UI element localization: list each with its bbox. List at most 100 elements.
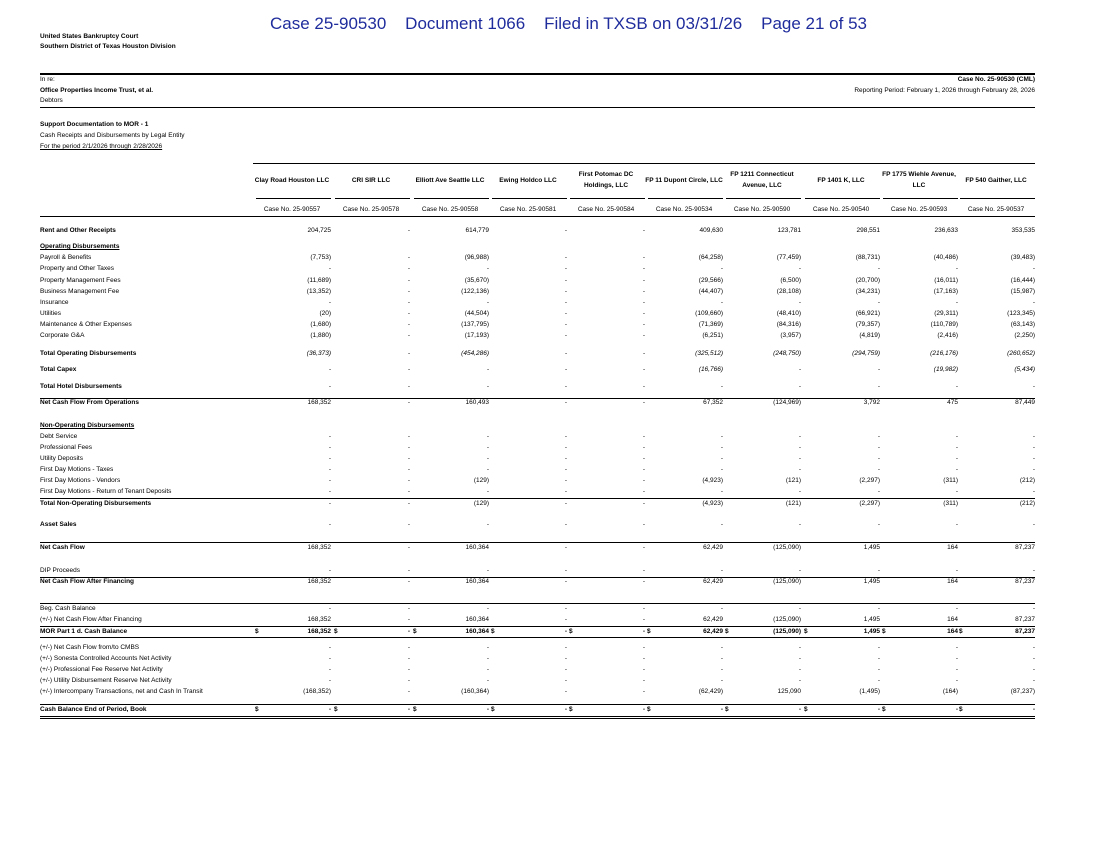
cell-value: - <box>1032 521 1035 528</box>
cell-value: - <box>798 655 801 662</box>
cell-value: (216,176) <box>930 350 958 357</box>
cell-value: - <box>407 706 410 713</box>
cell-value: 3,792 <box>863 399 880 406</box>
cell-value: - <box>1032 666 1035 673</box>
cell-value: - <box>955 444 958 451</box>
cell-value: (311) <box>943 500 958 507</box>
cell-value: (164) <box>942 688 958 695</box>
row-label: Maintenance & Other Expenses <box>40 321 132 328</box>
cell-value: - <box>642 488 645 495</box>
cell-value: (29,311) <box>934 310 958 317</box>
cell-value: - <box>642 477 645 484</box>
cell-value: (71,369) <box>698 321 723 328</box>
cell-value: (5,434) <box>1014 366 1035 373</box>
row-label: Total Non-Operating Disbursements <box>40 500 152 507</box>
row-label: Asset Sales <box>40 521 77 528</box>
cell-value: - <box>798 455 801 462</box>
cell-value: (63,143) <box>1010 321 1035 328</box>
cell-value: (4,923) <box>702 477 723 484</box>
cell-value: - <box>486 383 489 390</box>
column-header: Clay Road Houston LLC <box>254 176 330 184</box>
case-number: Case No. 25-90534 <box>655 206 713 213</box>
cell-value: - <box>407 332 410 339</box>
column-header: FP 540 Gaither, LLC <box>965 176 1027 184</box>
cell-value: - <box>564 383 567 390</box>
cell-value: - <box>564 578 567 585</box>
cell-value: - <box>798 265 801 272</box>
cell-value: - <box>564 677 567 684</box>
cell-value: - <box>720 444 723 451</box>
cell-value: - <box>798 366 801 373</box>
cell-value: - <box>1032 466 1035 473</box>
cell-value: - <box>642 332 645 339</box>
cell-value: - <box>486 567 489 574</box>
rule <box>883 198 958 199</box>
cell-value: (294,759) <box>852 350 880 357</box>
cell-value: (109,660) <box>695 310 723 317</box>
cell-value: - <box>564 655 567 662</box>
rule <box>40 107 1035 108</box>
cell-value: (84,316) <box>776 321 801 328</box>
cell-value: - <box>407 399 410 406</box>
cell-value: - <box>798 383 801 390</box>
row-label: (+/-) Net Cash Flow After Financing <box>40 616 142 623</box>
cell-value: - <box>564 500 567 507</box>
row-label: First Day Motions - Return of Tenant Dep… <box>40 488 172 495</box>
column-header: First Potomac DC Holdings, LLC <box>578 171 634 189</box>
row-label: (+/-) Utility Disbursement Reserve Net A… <box>40 677 172 684</box>
cell-value: - <box>1032 706 1035 713</box>
case-number: Case No. 25-90537 <box>967 206 1025 213</box>
cell-value: 298,551 <box>856 227 881 234</box>
cell-value: - <box>407 288 410 295</box>
currency-sign: $ <box>334 706 338 713</box>
currency-sign: $ <box>882 628 886 635</box>
cell-value: (44,504) <box>464 310 489 317</box>
cell-value: (4,923) <box>702 500 723 507</box>
rule <box>805 198 880 199</box>
currency-sign: $ <box>959 628 963 635</box>
currency-sign: $ <box>491 628 495 635</box>
case-number: Case No. 25-90590 <box>733 206 791 213</box>
cell-value: - <box>720 488 723 495</box>
rule <box>40 718 1035 719</box>
cell-value: - <box>955 666 958 673</box>
case-number: Case No. 25-90558 <box>421 206 479 213</box>
cell-value: - <box>328 706 331 713</box>
cell-value: - <box>1032 655 1035 662</box>
row-label: Utilities <box>40 310 61 317</box>
cell-value: - <box>407 299 410 306</box>
column-header: FP 1401 K, LLC <box>817 176 865 184</box>
currency-sign: $ <box>491 706 495 713</box>
cell-value: - <box>486 444 489 451</box>
cell-value: (28,108) <box>776 288 801 295</box>
cell-value: 62,429 <box>703 628 723 635</box>
cell-value: - <box>720 605 723 612</box>
column-header: Ewing Holdco LLC <box>499 176 557 184</box>
row-label: Total Hotel Disbursements <box>40 383 122 390</box>
cell-value: - <box>486 605 489 612</box>
cell-value: - <box>798 521 801 528</box>
cell-value: - <box>955 655 958 662</box>
cell-value: - <box>720 299 723 306</box>
cell-value: - <box>642 455 645 462</box>
cell-value: - <box>642 383 645 390</box>
cell-value: - <box>877 567 880 574</box>
cell-value: - <box>642 500 645 507</box>
cell-value: - <box>407 666 410 673</box>
cell-value: - <box>720 666 723 673</box>
cell-value: - <box>877 666 880 673</box>
case-number: Case No. 25-90581 <box>499 206 557 213</box>
cell-value: - <box>642 666 645 673</box>
cell-value: - <box>720 677 723 684</box>
cell-value: - <box>328 366 331 373</box>
cell-value: - <box>1032 605 1035 612</box>
rule <box>40 704 1035 705</box>
cell-value: (17,163) <box>933 288 958 295</box>
debtors: Debtors <box>40 97 63 104</box>
cell-value: - <box>564 227 567 234</box>
cell-value: (48,410) <box>776 310 801 317</box>
rule <box>570 198 645 199</box>
cell-value: - <box>486 433 489 440</box>
cell-value: - <box>798 433 801 440</box>
column-header: FP 1775 Wiehle Avenue, LLC <box>882 171 956 189</box>
